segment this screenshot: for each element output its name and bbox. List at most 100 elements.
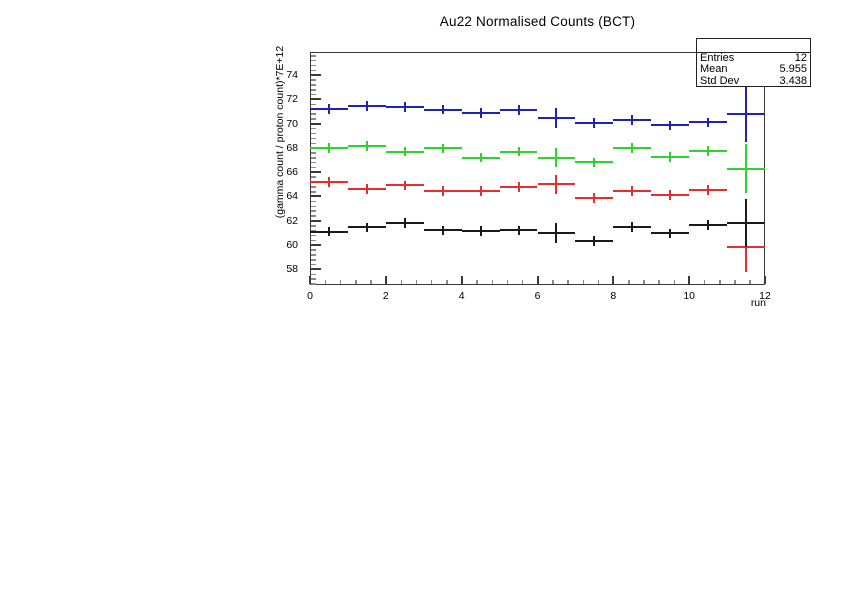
x-minor-tick (415, 280, 418, 284)
series-green-error-bar (707, 146, 710, 156)
chart-title: Au22 Normalised Counts (BCT) (439, 14, 636, 29)
y-tick-label: 66 (286, 166, 298, 179)
y-minor-tick (311, 137, 316, 140)
y-major-tick (311, 195, 321, 198)
y-minor-tick (311, 79, 316, 81)
x-minor-tick (749, 280, 751, 284)
x-minor-tick (324, 280, 327, 284)
series-blue-error-bar (707, 117, 710, 128)
x-minor-tick (628, 280, 630, 284)
stats-row-stddev: Std Dev 3.438 (697, 74, 810, 87)
x-minor-tick (370, 280, 372, 284)
stats-value: 3.438 (779, 74, 807, 87)
series-red-error-bar (517, 181, 520, 192)
x-major-tick (764, 276, 766, 284)
stats-row-entries: Entries 12 (697, 52, 810, 64)
y-minor-tick (311, 205, 316, 208)
y-major-tick (311, 219, 321, 222)
y-tick-label: 62 (286, 214, 298, 227)
series-blue-error-bar (479, 108, 482, 119)
y-minor-tick (311, 89, 316, 91)
stats-value: 5.955 (779, 63, 807, 76)
series-green-error-bar (517, 146, 520, 157)
y-minor-tick (311, 200, 316, 203)
stats-label: Entries (700, 52, 735, 64)
series-blue-error-bar (631, 115, 634, 125)
x-major-tick (612, 276, 615, 284)
y-minor-tick (311, 166, 316, 169)
y-minor-tick (311, 157, 316, 159)
x-tick-label: 12 (759, 290, 771, 302)
series-blue-error-bar (593, 118, 596, 128)
y-minor-tick (311, 84, 316, 86)
y-minor-tick (311, 59, 316, 62)
y-minor-tick (311, 234, 316, 237)
y-minor-tick (311, 113, 316, 115)
stats-label: Std Dev (700, 74, 740, 87)
y-minor-tick (311, 273, 316, 276)
y-tick-label: 70 (286, 117, 298, 130)
series-black-error-bar (593, 236, 596, 247)
x-minor-tick (552, 280, 554, 284)
series-blue-error-bar (517, 105, 520, 116)
series-red-error-bar (479, 186, 482, 196)
x-minor-tick (719, 280, 721, 284)
y-minor-tick (311, 263, 316, 266)
y-tick-label: 68 (286, 141, 298, 154)
series-black-error-bar (327, 226, 330, 237)
x-minor-tick (400, 280, 402, 284)
y-minor-tick (311, 93, 316, 96)
x-minor-tick (567, 280, 569, 284)
y-major-tick (311, 268, 321, 271)
y-minor-tick (311, 186, 316, 188)
y-minor-tick (311, 132, 316, 135)
series-red-error-bar (327, 176, 330, 187)
x-tick-label: 10 (683, 290, 695, 302)
y-tick-label: 72 (286, 93, 298, 106)
series-red-error-bar (631, 186, 634, 196)
x-major-tick (384, 276, 387, 284)
x-major-tick (688, 276, 691, 284)
y-tick-label: 58 (286, 263, 298, 276)
series-blue-error-bar (441, 104, 444, 115)
series-black-error-bar (555, 223, 558, 243)
series-red-error-bar (593, 193, 596, 204)
x-minor-tick (643, 280, 645, 284)
series-green-error-bar (403, 146, 406, 157)
x-minor-tick (673, 280, 675, 284)
y-minor-tick (311, 176, 316, 178)
y-minor-tick (311, 283, 316, 285)
x-minor-tick (521, 280, 524, 284)
x-major-tick (460, 276, 463, 284)
y-minor-tick (311, 161, 316, 164)
series-red-error-bar (441, 186, 444, 196)
stats-box: Entries 12 Mean 5.955 Std Dev 3.438 (696, 38, 811, 87)
y-minor-tick (311, 215, 316, 217)
stats-value: 12 (794, 52, 807, 64)
y-major-tick (311, 98, 321, 101)
stats-header (697, 39, 810, 53)
y-minor-tick (311, 210, 316, 212)
y-tick-label: 74 (286, 69, 298, 82)
y-minor-tick (311, 64, 316, 67)
x-major-tick (536, 276, 539, 284)
series-black-error-bar (403, 218, 406, 228)
series-black-error-bar (707, 220, 710, 230)
series-green-error-bar (479, 152, 482, 163)
x-minor-tick (658, 280, 660, 284)
series-red-error-bar (555, 174, 558, 194)
x-axis-title: run (750, 297, 766, 309)
series-black-error-bar (669, 228, 672, 239)
series-green-error-bar (441, 143, 444, 154)
x-minor-tick (506, 280, 509, 284)
y-major-tick (311, 171, 321, 174)
y-minor-tick (311, 103, 316, 106)
x-tick-label: 4 (458, 290, 465, 302)
series-green-error-bar (631, 143, 634, 153)
y-major-tick (311, 243, 321, 246)
y-minor-tick (311, 254, 316, 256)
y-minor-tick (311, 259, 316, 261)
series-green-error-bar (593, 157, 596, 168)
series-green-error-bar (745, 143, 748, 194)
